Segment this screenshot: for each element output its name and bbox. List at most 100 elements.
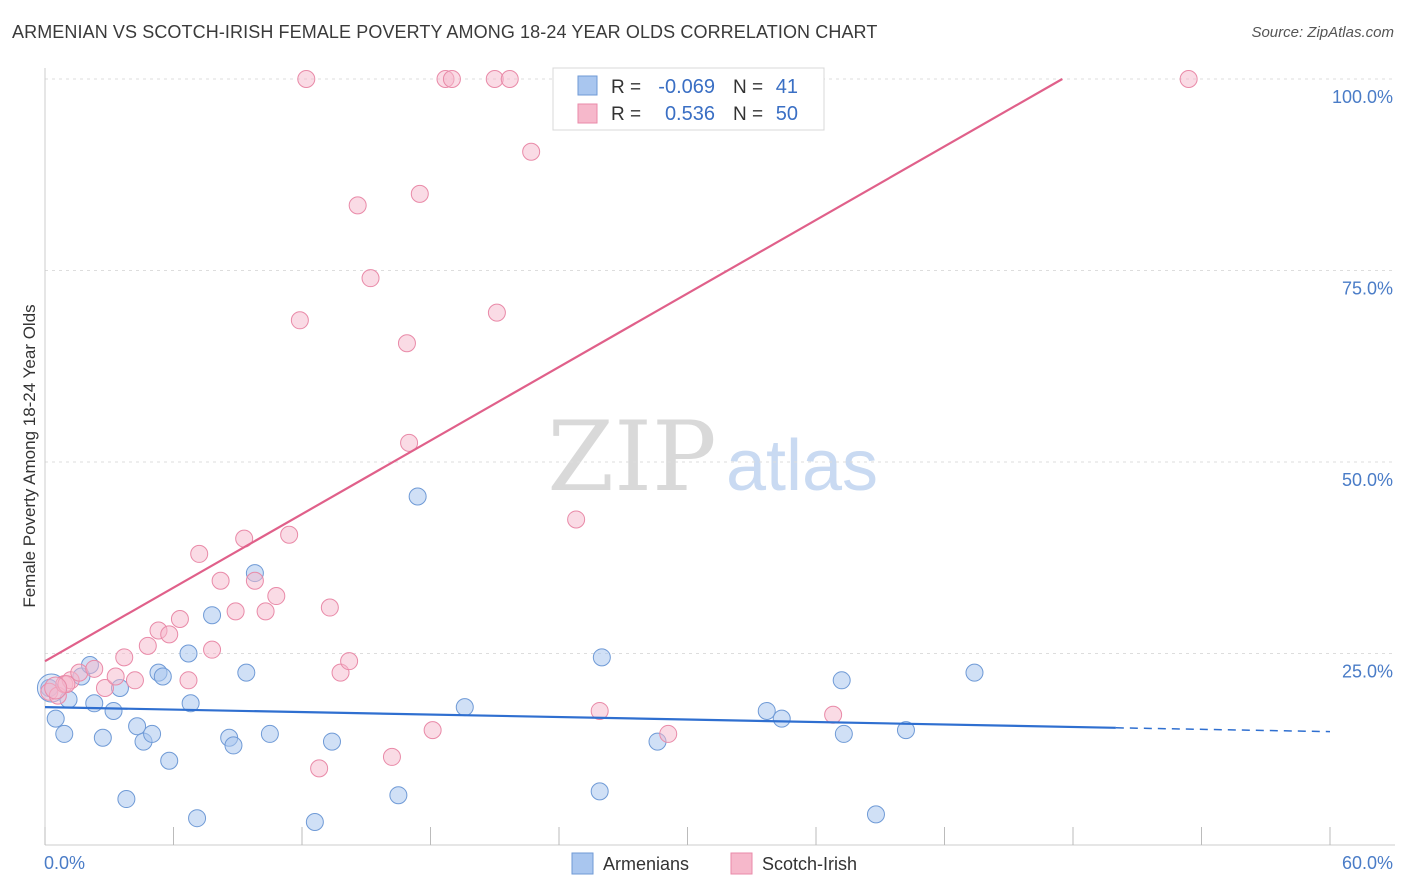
scotch-irish-point: [290, 311, 309, 330]
armenians-point: [46, 709, 65, 728]
scotch-irish-point: [310, 759, 329, 778]
x-tick-label: 0.0%: [44, 853, 85, 873]
scotch-irish-point: [485, 70, 504, 88]
armenians-point: [188, 809, 207, 828]
watermark: ZIP atlas: [547, 401, 878, 513]
x-tick-label: 60.0%: [1342, 853, 1393, 873]
armenians-point: [117, 790, 136, 809]
scotch-irish-point: [382, 747, 401, 766]
armenians-point: [322, 732, 341, 751]
armenians-point: [408, 487, 427, 506]
grid-lines: [45, 78, 1395, 654]
legend-bottom-armenians: Armenians: [603, 854, 689, 874]
armenians-trend-extension: [1115, 727, 1331, 733]
scotch-irish-point: [170, 610, 189, 629]
armenians-point: [590, 782, 609, 801]
scotch-irish-point: [125, 671, 144, 690]
armenians-point: [260, 724, 279, 743]
scotch-irish-point: [410, 184, 429, 203]
scotch-irish-point: [361, 269, 380, 288]
armenians-point: [181, 694, 200, 713]
trend-lines: [44, 78, 1331, 733]
scotch-irish-point: [267, 587, 286, 606]
scotch-irish-point: [340, 652, 359, 671]
armenians-point: [153, 667, 172, 686]
armenians-point: [237, 663, 256, 682]
y-tick-label: 100.0%: [1332, 87, 1393, 107]
armenians-point: [104, 701, 123, 720]
axes: [44, 68, 1395, 846]
scotch-irish-point: [203, 640, 222, 659]
y-tick-label: 50.0%: [1342, 470, 1393, 490]
scotch-irish-point: [226, 602, 245, 621]
scotch-irish-point: [280, 525, 299, 544]
scotch-irish-point: [320, 598, 339, 617]
armenians-point: [866, 805, 885, 824]
armenians-point: [224, 736, 243, 755]
armenians-point: [128, 717, 147, 736]
scotch-irish-point: [138, 636, 157, 655]
armenians-trend-line: [44, 706, 1116, 729]
y-tick-label: 75.0%: [1342, 279, 1393, 299]
scotch-irish-point: [115, 648, 134, 667]
legend-bottom-scotch-irish: Scotch-Irish: [762, 854, 857, 874]
armenians-point: [832, 671, 851, 690]
armenians-point: [143, 724, 162, 743]
legend-n-label-1: N =: [733, 77, 763, 98]
legend-r-value-2: 0.536: [665, 103, 715, 125]
armenians-point: [757, 701, 776, 720]
armenians-point: [93, 728, 112, 747]
armenians-point: [772, 709, 791, 728]
scotch-irish-point: [106, 667, 125, 686]
scotch-irish-points: [40, 70, 1198, 778]
armenians-point: [965, 663, 984, 682]
scotch-irish-point: [348, 196, 367, 215]
armenians-point: [179, 644, 198, 663]
scotch-irish-point: [85, 659, 104, 678]
scotch-irish-point: [256, 602, 275, 621]
scotch-irish-point: [397, 334, 416, 353]
armenians-point: [305, 813, 324, 832]
scotch-irish-point: [190, 544, 209, 563]
scotch-irish-point-cluster: [44, 676, 68, 700]
scotch-irish-point: [824, 705, 843, 724]
scotch-irish-point: [245, 571, 264, 590]
watermark-zip: ZIP: [547, 401, 716, 513]
armenians-point: [455, 698, 474, 717]
source-label: Source: ZipAtlas.com: [1251, 24, 1394, 41]
scotch-irish-point: [522, 142, 541, 161]
scotch-irish-point: [659, 724, 678, 743]
legend-r-label-1: R =: [611, 77, 641, 98]
scotch-irish-point: [400, 433, 419, 452]
armenians-points: [36, 487, 984, 832]
armenians-point: [896, 721, 915, 740]
armenians-point: [834, 724, 853, 743]
scotch-irish-point: [423, 721, 442, 740]
scotch-irish-point: [95, 678, 114, 697]
scotch-irish-point: [567, 510, 586, 529]
scotch-irish-point: [442, 70, 461, 88]
legend-swatch-armenians: [577, 75, 598, 96]
scotch-irish-point: [160, 625, 179, 644]
legend-r-value-1: -0.069: [658, 76, 715, 98]
legend-n-value-1: 41: [776, 76, 798, 98]
legend-bottom-swatch-armenians: [571, 852, 594, 875]
legend-box: [552, 67, 825, 131]
scotch-irish-trend-line: [44, 78, 1063, 663]
scotch-irish-point: [1179, 70, 1198, 88]
armenians-point: [203, 606, 222, 625]
scotch-irish-point: [500, 70, 519, 88]
legend-swatch-scotch-irish: [577, 103, 598, 124]
scotch-irish-point: [590, 701, 609, 720]
x-tick-labels: 0.0% 60.0%: [44, 853, 1393, 873]
armenians-point: [592, 648, 611, 667]
scotch-irish-point: [487, 303, 506, 322]
armenians-point: [389, 786, 408, 805]
scotch-irish-point: [211, 571, 230, 590]
watermark-atlas: atlas: [726, 426, 878, 506]
legend-r-label-2: R =: [611, 104, 641, 125]
armenians-point: [160, 751, 179, 770]
legend-n-label-2: N =: [733, 104, 763, 125]
chart-title: ARMENIAN VS SCOTCH-IRISH FEMALE POVERTY …: [12, 22, 878, 42]
